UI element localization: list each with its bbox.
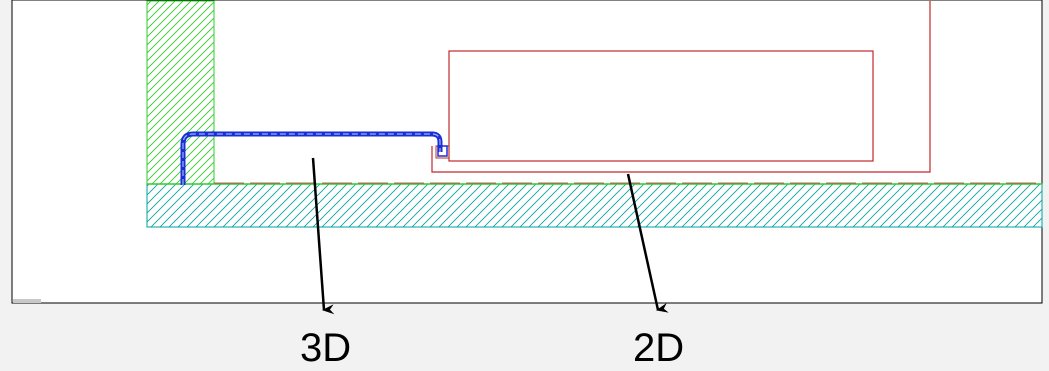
arrow-3d-leader — [311, 157, 335, 315]
outline-2d-outer — [431, 1, 931, 173]
pipe-3d-end-fitting — [437, 145, 448, 157]
arrow-2d-leader — [626, 173, 669, 313]
label-2d: 2D — [633, 326, 685, 370]
outline-2d-inner — [448, 50, 874, 162]
floor-slab-hatched-section — [146, 183, 1043, 228]
pipe-3d-centerline — [182, 133, 441, 185]
label-3d: 3D — [300, 326, 352, 370]
viewport-scrollbar-stub — [13, 299, 41, 303]
